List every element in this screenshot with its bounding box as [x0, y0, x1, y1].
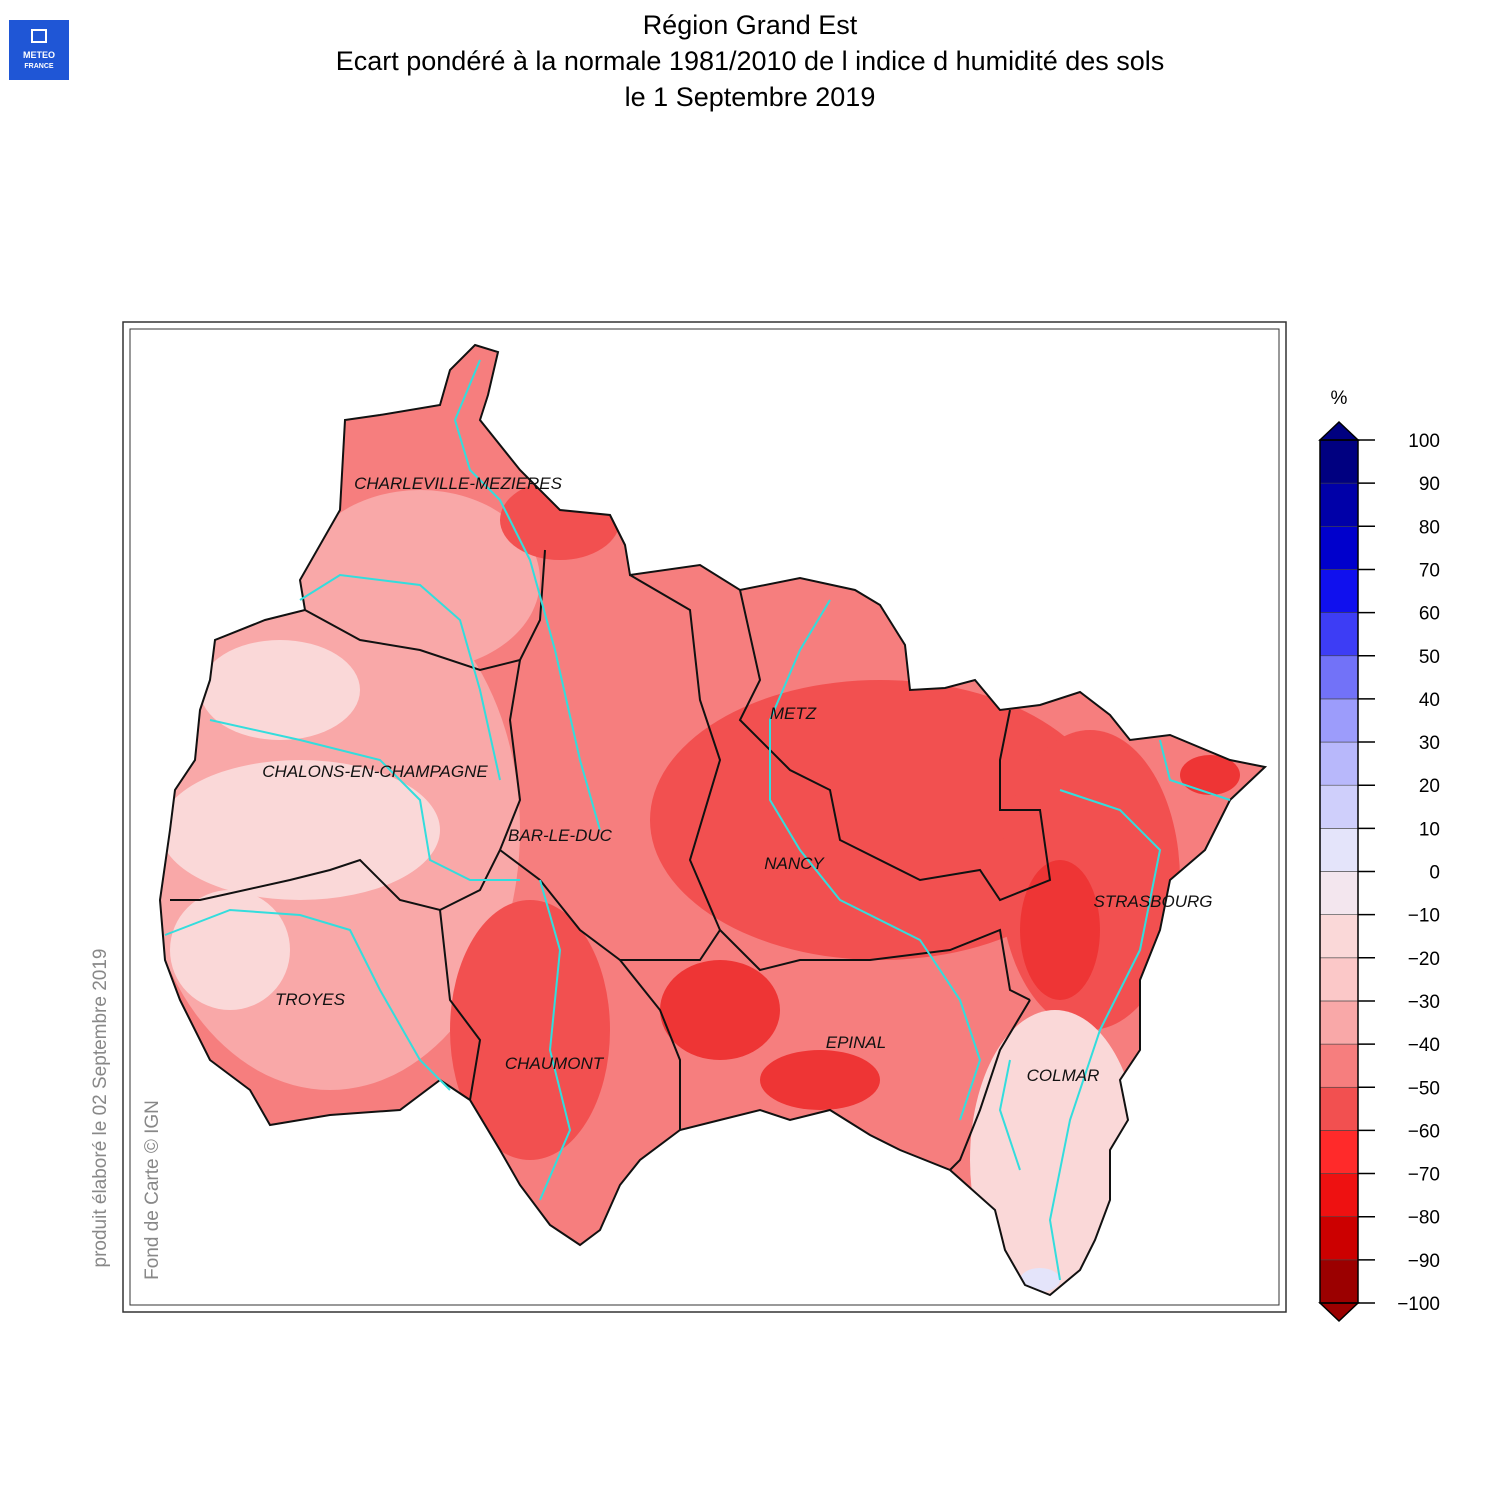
colorbar-tick-label: 40: [1419, 690, 1440, 711]
colorbar-tick-label: 60: [1419, 604, 1440, 625]
colorbar-tick-label: −20: [1408, 949, 1440, 970]
city-label: EPINAL: [826, 1033, 886, 1052]
city-label: CHARLEVILLE-MEZIERES: [354, 474, 562, 493]
colorbar-bin: [1319, 871, 1359, 915]
colorbar-tick-label: −100: [1397, 1294, 1440, 1315]
city-label: NANCY: [764, 854, 825, 873]
colorbar-arrow: [1318, 420, 1360, 441]
colorbar-tick-label: −10: [1408, 906, 1440, 927]
colorbar-arrow: [1318, 1302, 1360, 1323]
colorbar-tick-label: −40: [1408, 1035, 1440, 1056]
colorbar-tick-label: −70: [1408, 1165, 1440, 1186]
colorbar-bin: [1319, 525, 1359, 570]
colorbar-tick-label: −30: [1408, 992, 1440, 1013]
colorbar-tick-label: 100: [1408, 431, 1440, 452]
colorbar-tick-label: 30: [1419, 733, 1440, 754]
colorbar-tick-label: −80: [1408, 1208, 1440, 1229]
colorbar-tick-label: 90: [1419, 474, 1440, 495]
title: le 1 Septembre 2019: [625, 82, 876, 112]
colorbar-bin: [1319, 655, 1359, 700]
credit: Fond de Carte © IGN: [142, 1100, 163, 1280]
colorbar-tick-label: 80: [1419, 517, 1440, 538]
colorbar-tick-label: −50: [1408, 1078, 1440, 1099]
city-label: METZ: [770, 704, 817, 723]
city-label: CHAUMONT: [505, 1054, 605, 1073]
title: Ecart pondéré à la normale 1981/2010 de …: [336, 46, 1165, 76]
city-label: COLMAR: [1027, 1066, 1100, 1085]
colorbar-tick-label: −60: [1408, 1121, 1440, 1142]
colorbar-bin: [1319, 612, 1359, 657]
title: Région Grand Est: [643, 10, 858, 40]
colorbar-bin: [1319, 1000, 1359, 1045]
city-label: TROYES: [275, 990, 346, 1009]
colorbar-bin: [1319, 1216, 1359, 1261]
river: [164, 359, 1231, 1281]
colorbar-tick-label: −90: [1408, 1251, 1440, 1272]
colorbar-bin: [1319, 1173, 1359, 1218]
colorbar-tick-label: 50: [1419, 647, 1440, 668]
city-label: STRASBOURG: [1093, 892, 1212, 911]
colorbar-bin: [1319, 698, 1359, 743]
city-label: CHALONS-EN-CHAMPAGNE: [262, 762, 488, 781]
colorbar-tick-label: 10: [1419, 819, 1440, 840]
map-frame: [122, 321, 1287, 1313]
colorbar-tick-label: 70: [1419, 560, 1440, 581]
colorbar-bin: [1319, 914, 1359, 959]
colorbar-bin: [1319, 784, 1359, 829]
logo-text: FRANCE: [24, 63, 53, 70]
colorbar-unit: %: [1331, 388, 1348, 409]
colorbar-bin: [1319, 1130, 1359, 1174]
logo-text: METEO: [23, 50, 55, 60]
colorbar-bin: [1319, 741, 1359, 786]
logo-icon: [31, 29, 47, 43]
colorbar-bin: [1319, 439, 1359, 484]
colorbar-bin: [1319, 482, 1359, 527]
credit: produit élaboré le 02 Septembre 2019: [90, 948, 111, 1267]
department-border: [158, 343, 1268, 1297]
colorbar-tick-label: 20: [1419, 776, 1440, 797]
city-label: BAR-LE-DUC: [508, 826, 613, 845]
colorbar-bin: [1319, 1043, 1359, 1088]
colorbar-bin: [1319, 828, 1359, 872]
colorbar-bin: [1319, 1259, 1359, 1304]
colorbar-bin: [1319, 957, 1359, 1002]
colorbar-bin: [1319, 1086, 1359, 1131]
colorbar-bin: [1319, 569, 1359, 613]
colorbar: −100−90−80−70−60−50−40−30−20−10010203040…: [1318, 420, 1440, 1323]
colorbar-tick-label: 0: [1429, 863, 1440, 884]
map-frame: [129, 328, 1280, 1306]
